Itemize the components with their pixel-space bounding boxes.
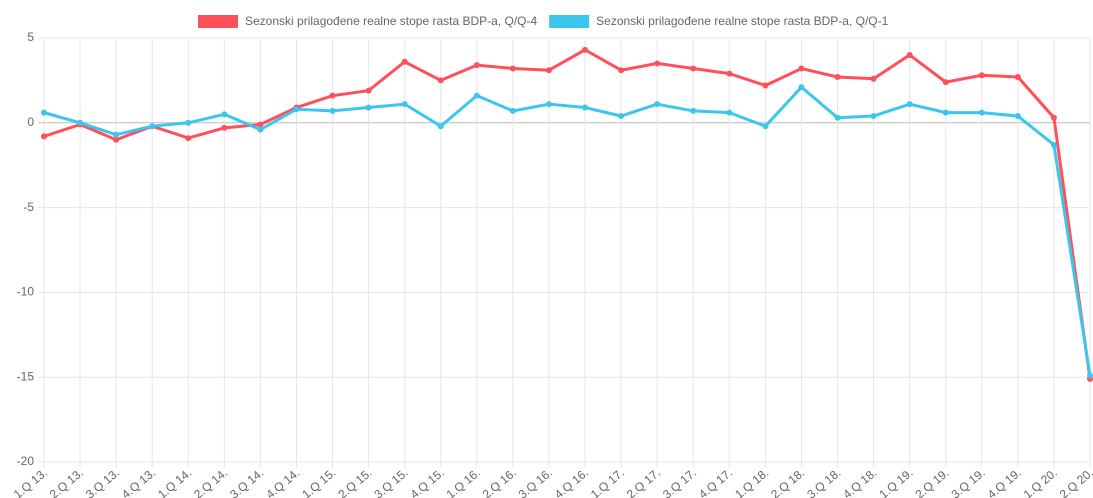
point (77, 119, 84, 126)
point (978, 109, 985, 116)
point (690, 65, 697, 72)
point (473, 62, 480, 69)
point (41, 109, 47, 116)
point (762, 123, 769, 130)
y-tick-label: 0 (27, 115, 34, 129)
point (834, 114, 841, 121)
x-tick-label: 4.Q 17. (696, 466, 735, 498)
point (401, 101, 408, 108)
x-tick-label: 3.Q 13. (83, 466, 122, 498)
y-tick-label: -5 (23, 200, 34, 214)
point (870, 113, 877, 120)
x-tick-label: 2.Q 19. (913, 466, 952, 498)
legend-swatch (198, 15, 238, 28)
point (906, 101, 913, 108)
x-tick-label: 2.Q 14. (191, 466, 230, 498)
point (41, 133, 47, 140)
point (798, 84, 805, 91)
x-tick-label: 4.Q 19. (985, 466, 1024, 498)
x-tick-label: 1.Q 16. (444, 466, 483, 498)
x-tick-label: 4.Q 16. (552, 466, 591, 498)
y-tick-label: -10 (17, 285, 35, 299)
point (293, 106, 300, 113)
point (726, 109, 733, 116)
x-tick-label: 2.Q 20. (1057, 466, 1093, 498)
point (509, 107, 516, 114)
point (329, 107, 336, 114)
point (1087, 372, 1093, 379)
x-tick-label: 4.Q 15. (408, 466, 447, 498)
point (618, 67, 625, 74)
legend-swatch (549, 15, 590, 28)
point (473, 92, 480, 99)
x-tick-label: 1.Q 13. (11, 466, 50, 498)
point (618, 113, 625, 120)
point (726, 70, 733, 77)
point (257, 126, 264, 133)
point (906, 51, 913, 58)
point (942, 109, 949, 116)
point (221, 111, 228, 118)
point (1050, 141, 1057, 148)
point (185, 119, 192, 126)
x-tick-label: 1.Q 17. (588, 466, 627, 498)
point (1014, 113, 1021, 120)
x-tick-label: 3.Q 17. (660, 466, 699, 498)
point (654, 101, 661, 108)
x-tick-label: 2.Q 15. (335, 466, 374, 498)
point (365, 87, 372, 94)
x-tick-label: 3.Q 14. (227, 466, 266, 498)
point (870, 75, 877, 82)
point (798, 65, 805, 72)
point (1050, 114, 1057, 121)
x-tick-label: 1.Q 20. (1021, 466, 1060, 498)
point (329, 92, 336, 99)
point (401, 58, 408, 65)
point (690, 107, 697, 114)
x-tick-label: 3.Q 16. (516, 466, 555, 498)
x-tick-label: 4.Q 14. (263, 466, 302, 498)
y-tick-label: 5 (27, 30, 34, 44)
point (978, 72, 985, 79)
x-tick-label: 1.Q 14. (155, 466, 194, 498)
point (942, 79, 949, 86)
x-tick-label: 1.Q 15. (299, 466, 338, 498)
point (762, 82, 769, 89)
point (545, 67, 552, 74)
point (113, 136, 120, 143)
point (257, 121, 264, 128)
x-tick-label: 2.Q 13. (47, 466, 86, 498)
x-tick-label: 3.Q 19. (949, 466, 988, 498)
x-tick-label: 2.Q 16. (480, 466, 519, 498)
x-tick-label: 1.Q 19. (876, 466, 915, 498)
y-tick-label: -20 (17, 454, 35, 468)
x-tick-label: 2.Q 18. (768, 466, 807, 498)
point (545, 101, 552, 108)
point (221, 124, 228, 131)
x-tick-label: 1.Q 18. (732, 466, 771, 498)
x-tick-label: 3.Q 15. (371, 466, 410, 498)
point (654, 60, 661, 67)
point (149, 123, 156, 130)
series-line (43, 48, 1092, 380)
legend-label: Sezonski prilagođene realne stope rasta … (596, 14, 888, 28)
point (437, 77, 444, 84)
x-tick-label: 2.Q 17. (624, 466, 663, 498)
point (582, 104, 589, 111)
point (365, 104, 372, 111)
x-tick-label: 3.Q 18. (804, 466, 843, 498)
point (113, 131, 120, 138)
point (185, 135, 192, 142)
point (437, 123, 444, 130)
point (834, 74, 841, 81)
point (582, 46, 589, 53)
legend-label: Sezonski prilagođene realne stope rasta … (245, 14, 537, 28)
point (1014, 74, 1021, 81)
y-tick-label: -15 (17, 369, 35, 383)
series-line (43, 85, 1092, 376)
x-tick-label: 4.Q 18. (840, 466, 879, 498)
point (509, 65, 516, 72)
x-tick-label: 4.Q 13. (119, 466, 158, 498)
